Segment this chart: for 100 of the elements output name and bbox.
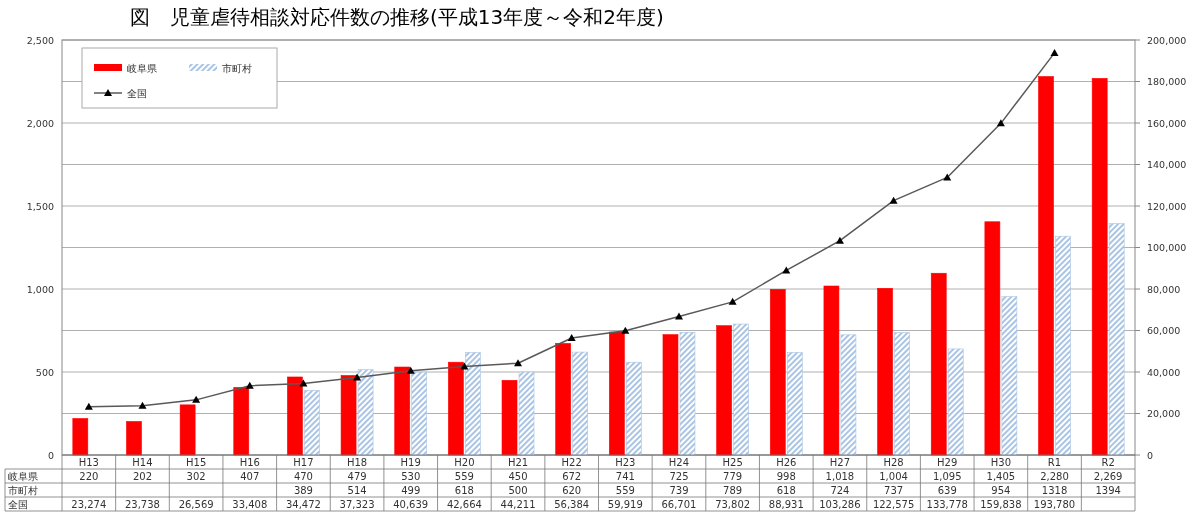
data-label: 159,838 — [980, 498, 1022, 510]
data-label: 42,664 — [446, 498, 482, 510]
x-tick-label: H29 — [937, 456, 958, 468]
bar — [947, 348, 964, 456]
x-tick-label: H18 — [346, 456, 368, 468]
chart-title: 図 児童虐待相談対応件数の推移(平成13年度～令和2年度) — [130, 5, 664, 29]
data-label: 26,569 — [178, 498, 214, 510]
y-tick-label: 1,000 — [26, 283, 54, 295]
data-label: 59,919 — [607, 498, 643, 510]
bar — [448, 361, 464, 456]
data-label: 559 — [615, 484, 635, 496]
bar — [233, 387, 250, 456]
x-tick-label: H17 — [293, 456, 314, 468]
y2-tick-label: 100,000 — [1147, 242, 1187, 253]
bar — [72, 418, 89, 456]
bar — [609, 331, 625, 456]
data-label: 103,286 — [819, 498, 861, 510]
x-tick-label: H26 — [776, 456, 797, 468]
bar — [501, 380, 518, 456]
bar — [357, 369, 374, 456]
bar — [555, 343, 571, 456]
bar — [1001, 296, 1018, 456]
data-label: 741 — [615, 470, 635, 482]
bar — [894, 332, 910, 456]
data-label: 479 — [347, 470, 367, 482]
data-label: 725 — [669, 470, 689, 482]
data-label: 44,211 — [500, 498, 536, 510]
bar — [126, 421, 142, 456]
bar — [984, 221, 1001, 456]
bar — [287, 376, 303, 456]
bar — [679, 332, 696, 456]
x-tick-label: H22 — [561, 456, 582, 468]
x-tick-label: H23 — [615, 456, 636, 468]
bar — [823, 285, 840, 456]
y-tick-label: 2,000 — [26, 117, 54, 129]
bar — [1055, 235, 1071, 456]
data-label: 779 — [723, 470, 743, 482]
bar — [769, 289, 786, 456]
y-tick-label: 0 — [47, 449, 54, 461]
data-label: 2,269 — [1093, 470, 1123, 482]
x-tick-label: H27 — [829, 456, 851, 468]
data-label: 56,384 — [554, 498, 590, 510]
bar — [304, 390, 320, 456]
data-label: 220 — [79, 470, 99, 482]
bar — [465, 352, 481, 456]
bar — [733, 323, 749, 456]
bar — [1091, 78, 1108, 456]
data-label: 470 — [293, 470, 313, 482]
data-label: 23,738 — [124, 498, 160, 510]
bar — [716, 325, 732, 456]
y2-tick-label: 160,000 — [1147, 117, 1187, 129]
data-label: 739 — [669, 484, 689, 496]
data-label: 1,018 — [825, 470, 855, 482]
legend-label: 全国 — [127, 88, 147, 99]
data-label: 724 — [830, 484, 850, 496]
data-label: 559 — [454, 470, 474, 482]
bar — [662, 334, 679, 456]
data-label: 500 — [508, 484, 528, 496]
bar — [572, 351, 588, 456]
data-label: 88,931 — [768, 498, 804, 510]
y2-tick-label: 40,000 — [1147, 366, 1181, 378]
x-tick-label: H19 — [400, 456, 421, 468]
data-label: 389 — [293, 484, 313, 496]
bar — [411, 371, 428, 456]
data-label: 2,280 — [1040, 470, 1069, 482]
bar — [1038, 76, 1054, 456]
legend-label: 岐阜県 — [127, 63, 157, 74]
data-label: 530 — [401, 470, 421, 482]
data-label: 618 — [454, 484, 474, 496]
data-label: 122,575 — [872, 498, 915, 510]
data-label: 514 — [347, 484, 367, 496]
bar — [1108, 223, 1125, 456]
x-tick-label: H28 — [883, 456, 904, 468]
data-label: 1318 — [1041, 484, 1068, 496]
y2-tick-label: 20,000 — [1147, 408, 1181, 419]
text: 岐阜県 — [8, 470, 38, 482]
data-label: 789 — [723, 484, 743, 496]
legend-label: 市町村 — [222, 63, 252, 74]
data-label: 73,802 — [715, 498, 751, 510]
y2-tick-label: 60,000 — [1147, 325, 1181, 336]
x-tick-label: H16 — [239, 456, 260, 468]
data-label: 66,701 — [661, 498, 697, 510]
x-tick-label: H21 — [507, 456, 529, 468]
x-tick-label: H15 — [186, 456, 207, 468]
y2-tick-label: 120,000 — [1147, 200, 1187, 212]
bar — [877, 288, 893, 456]
data-label: 1,095 — [932, 470, 962, 482]
x-tick-label: H30 — [990, 456, 1011, 468]
data-label: 672 — [562, 470, 582, 482]
x-tick-label: H25 — [722, 456, 743, 468]
bar — [930, 272, 947, 456]
y2-tick-label: 200,000 — [1147, 34, 1187, 46]
data-label: 450 — [508, 470, 528, 482]
x-tick-label: H13 — [78, 456, 99, 468]
text: 市町村 — [8, 484, 38, 496]
data-label: 499 — [401, 484, 421, 496]
data-label: 407 — [240, 470, 260, 482]
x-tick-label: R2 — [1101, 456, 1115, 468]
y2-tick-label: 140,000 — [1147, 159, 1187, 170]
bar — [626, 361, 642, 456]
